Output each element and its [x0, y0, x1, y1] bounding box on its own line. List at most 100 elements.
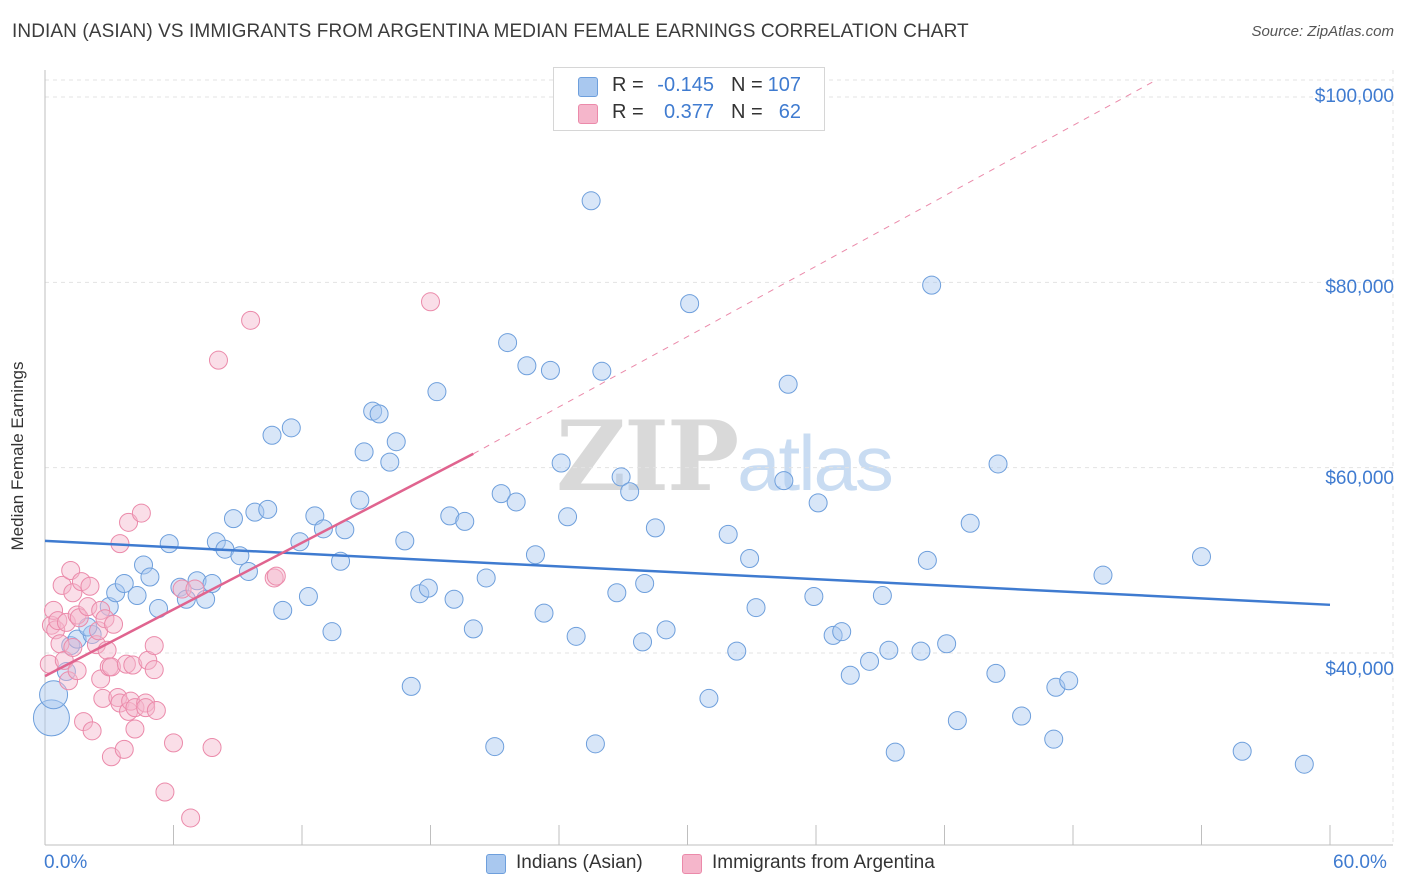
argentina-point	[78, 597, 98, 617]
argentina-point	[136, 698, 156, 718]
argentina-point	[125, 719, 145, 739]
indians-point	[917, 550, 937, 570]
y-tick-label: $80,000	[1325, 277, 1394, 298]
indians-point	[401, 676, 421, 696]
indians-point	[832, 622, 852, 642]
argentina-point	[208, 350, 228, 370]
source-label: Source: ZipAtlas.com	[1251, 23, 1394, 40]
legend-n-label: N =	[731, 101, 763, 123]
indians-point	[740, 548, 760, 568]
chart-title: INDIAN (ASIAN) VS IMMIGRANTS FROM ARGENT…	[12, 21, 969, 42]
argentina-point	[181, 808, 201, 828]
argentina-point	[80, 576, 100, 596]
argentina-point	[71, 572, 91, 592]
indians-point	[566, 626, 586, 646]
indians-point	[804, 586, 824, 606]
indians-point	[134, 555, 154, 575]
indians-point	[159, 534, 179, 554]
indians-point	[395, 531, 415, 551]
indians-point	[127, 586, 147, 606]
indians-point	[911, 641, 931, 661]
indians-point	[455, 511, 475, 531]
indians-point	[718, 524, 738, 544]
indians-point	[498, 333, 518, 353]
indians-point	[645, 518, 665, 538]
argentina-point	[104, 614, 124, 634]
indians-point	[937, 634, 957, 654]
indians-point	[633, 632, 653, 652]
watermark-atlas: atlas	[737, 419, 894, 507]
indians-point	[1093, 565, 1113, 585]
indians-point	[960, 513, 980, 533]
indians-point	[699, 688, 719, 708]
legend-swatch-pink	[578, 104, 598, 124]
legend-r-label: R =	[612, 101, 644, 123]
indians-point	[607, 583, 627, 603]
indians-point	[840, 665, 860, 685]
argentina-point	[82, 721, 102, 741]
argentina-point	[266, 566, 286, 586]
indians-point	[879, 640, 899, 660]
indians-point	[386, 432, 406, 452]
indians-point	[506, 492, 526, 512]
argentina-point	[202, 738, 222, 758]
legend-r-value: 0.377	[663, 101, 714, 123]
indians-point	[114, 574, 134, 593]
argentina-point	[241, 310, 261, 330]
indians-point	[1012, 706, 1032, 726]
y-axis-label: Median Female Earnings	[8, 361, 27, 551]
series-label-indians: Indians (Asian)	[516, 852, 643, 873]
argentina-point	[131, 503, 151, 523]
y-tick-label: $100,000	[1314, 86, 1394, 107]
x-tick-label: 60.0%	[1333, 852, 1387, 873]
indians-point	[369, 404, 389, 424]
indians-point	[620, 482, 640, 502]
indians-point	[223, 509, 243, 529]
legend-n-label: N =	[731, 74, 763, 96]
indians-point	[774, 471, 794, 491]
y-tick-label: $40,000	[1325, 659, 1394, 680]
indians-point	[517, 356, 537, 376]
indians-point	[258, 499, 278, 519]
indians-point	[680, 294, 700, 314]
indians-point	[540, 360, 560, 380]
argentina-point	[155, 782, 175, 802]
indians-point	[525, 545, 545, 565]
argentina-point	[63, 637, 83, 657]
indians-point	[988, 454, 1008, 474]
indians-point	[32, 699, 70, 737]
argentina-point	[56, 612, 76, 632]
argentina-point	[119, 512, 139, 532]
argentina-point	[67, 661, 87, 681]
indians-point	[380, 452, 400, 472]
indians-point	[986, 663, 1006, 683]
indians-point	[808, 493, 828, 513]
indians-point	[354, 442, 374, 462]
indians-point	[281, 418, 301, 438]
series-label-argentina: Immigrants from Argentina	[712, 852, 935, 873]
indians-point	[611, 467, 631, 487]
argentina-point	[44, 600, 64, 620]
indians-point	[592, 361, 612, 381]
indians-point	[476, 568, 496, 588]
legend-n-value: 62	[778, 101, 801, 123]
correlation-legend: R = -0.145 N = 107 R = 0.377 N = 62	[553, 67, 825, 131]
argentina-point	[125, 698, 145, 718]
legend-n-value: 107	[767, 74, 801, 96]
indians-point	[922, 275, 942, 295]
indians-point	[1232, 741, 1252, 761]
argentina-trendline	[44, 452, 474, 678]
indians-point	[1192, 547, 1211, 567]
y-tick-label: $60,000	[1325, 468, 1394, 489]
watermark: ZIPatlas	[556, 400, 894, 513]
indians-point	[558, 507, 578, 527]
indians-point	[872, 586, 892, 606]
indians-point	[585, 734, 605, 754]
indians-point	[551, 453, 571, 473]
indians-point	[418, 578, 438, 598]
indians-point	[885, 742, 905, 762]
argentina-point	[101, 657, 121, 677]
argentina-point	[136, 693, 156, 713]
argentina-point	[116, 654, 136, 674]
indians-point	[1044, 729, 1064, 749]
